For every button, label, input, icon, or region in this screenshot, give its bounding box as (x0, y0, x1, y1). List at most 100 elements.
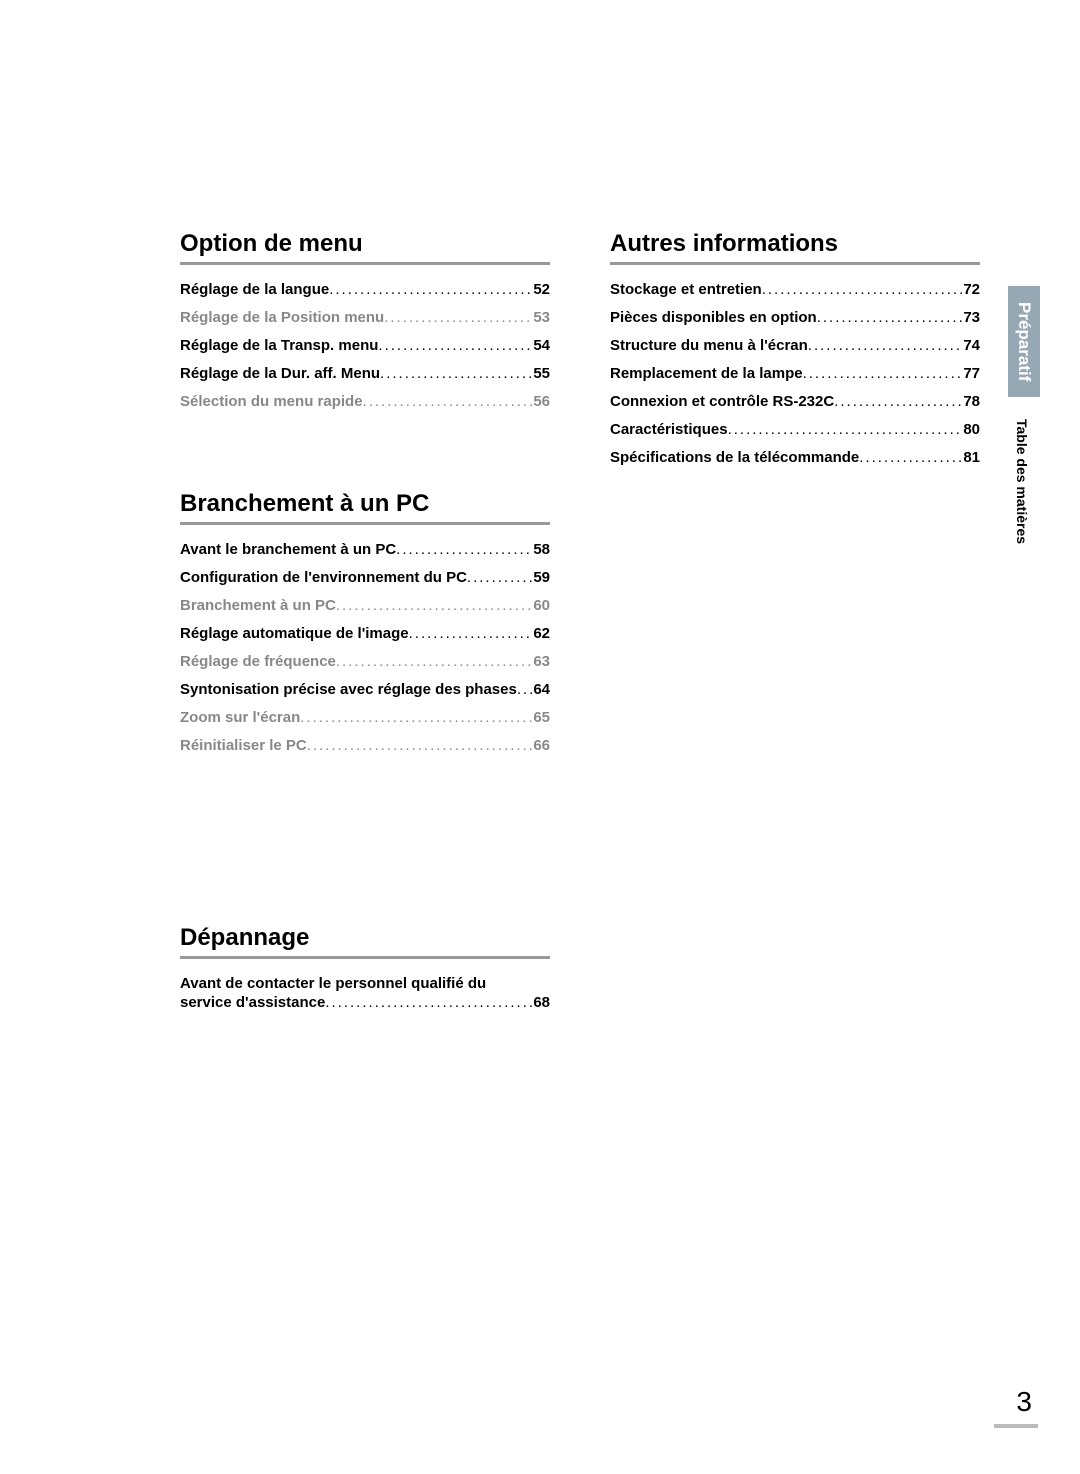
toc-row: Remplacement de la lampe 77 (610, 365, 980, 382)
toc-dots (728, 421, 964, 438)
toc-page: 59 (533, 569, 550, 586)
toc-dots (803, 365, 964, 382)
section-title: Branchement à un PC (180, 490, 550, 525)
toc-page: 56 (533, 393, 550, 410)
toc-row: Structure du menu à l'écran 74 (610, 337, 980, 354)
toc-page: 81 (963, 449, 980, 466)
toc-dots (859, 449, 963, 466)
toc-row: Réglage automatique de l'image 62 (180, 625, 550, 642)
toc-dots (517, 681, 534, 698)
toc-row: Avant le branchement à un PC 58 (180, 541, 550, 558)
toc-label: Sélection du menu rapide (180, 393, 363, 410)
toc-page: 52 (533, 281, 550, 298)
section-title: Option de menu (180, 230, 550, 265)
toc-section: Autres informations Stockage et entretien… (610, 230, 980, 466)
toc-label: Structure du menu à l'écran (610, 337, 808, 354)
toc-row: Caractéristiques 80 (610, 421, 980, 438)
toc-label: Connexion et contrôle RS-232C (610, 393, 834, 410)
toc-label: Réglage de la Transp. menu (180, 337, 378, 354)
toc-dots (409, 625, 534, 642)
toc-page: 73 (963, 309, 980, 326)
toc-label: service d'assistance (180, 994, 325, 1011)
toc-page: 72 (963, 281, 980, 298)
toc-dots (307, 737, 534, 754)
toc-label: Pièces disponibles en option (610, 309, 817, 326)
toc-row: Sélection du menu rapide 56 (180, 393, 550, 410)
toc-label: Réglage de fréquence (180, 653, 336, 670)
toc-page: 78 (963, 393, 980, 410)
toc-dots (380, 365, 533, 382)
toc-row: Connexion et contrôle RS-232C 78 (610, 393, 980, 410)
toc-row: Syntonisation précise avec réglage des p… (180, 681, 550, 698)
toc-label: Configuration de l'environnement du PC (180, 569, 467, 586)
toc-page: 68 (533, 994, 550, 1011)
toc-label: Réglage automatique de l'image (180, 625, 409, 642)
toc-row: Configuration de l'environnement du PC 59 (180, 569, 550, 586)
toc-page: 58 (533, 541, 550, 558)
toc-label: Réinitialiser le PC (180, 737, 307, 754)
toc-row: Pièces disponibles en option 73 (610, 309, 980, 326)
toc-row: Réinitialiser le PC 66 (180, 737, 550, 754)
toc-label: Réglage de la langue (180, 281, 329, 298)
toc-page: 54 (533, 337, 550, 354)
toc-row: service d'assistance 68 (180, 994, 550, 1011)
side-tabs: Préparatif Table des matières (1008, 286, 1044, 566)
toc-page: 64 (533, 681, 550, 698)
toc-dots (336, 653, 533, 670)
toc-dots (325, 994, 533, 1011)
toc-section: Dépannage Avant de contacter le personnel… (180, 924, 550, 1011)
toc-page: 53 (533, 309, 550, 326)
toc-page: 66 (533, 737, 550, 754)
toc-label: Avant de contacter le personnel qualifié… (180, 975, 486, 992)
toc-label: Syntonisation précise avec réglage des p… (180, 681, 517, 698)
toc-dots (817, 309, 964, 326)
toc-label: Caractéristiques (610, 421, 728, 438)
toc-dots (467, 569, 533, 586)
toc-section: Option de menuRéglage de la langue52Régl… (180, 230, 550, 410)
toc-label: Branchement à un PC (180, 597, 336, 614)
toc-dots (300, 709, 533, 726)
toc-dots (396, 541, 533, 558)
toc-label: Stockage et entretien (610, 281, 762, 298)
toc-page: 74 (963, 337, 980, 354)
toc-row: Avant de contacter le personnel qualifié… (180, 975, 550, 992)
toc-row: Zoom sur l'écran 65 (180, 709, 550, 726)
toc-dots (329, 281, 533, 298)
toc-label: Zoom sur l'écran (180, 709, 300, 726)
toc-page: 77 (963, 365, 980, 382)
section-title: Autres informations (610, 230, 980, 265)
toc-dots (378, 337, 533, 354)
toc-page: 62 (533, 625, 550, 642)
toc-row: Stockage et entretien 72 (610, 281, 980, 298)
toc-label: Réglage de la Dur. aff. Menu (180, 365, 380, 382)
left-column: Option de menuRéglage de la langue52Régl… (180, 230, 550, 1091)
toc-dots (384, 309, 533, 326)
toc-row: Réglage de la Transp. menu 54 (180, 337, 550, 354)
toc-label: Avant le branchement à un PC (180, 541, 396, 558)
toc-label: Spécifications de la télécommande (610, 449, 859, 466)
page-underline (994, 1424, 1038, 1428)
toc-page: 65 (533, 709, 550, 726)
toc-dots (834, 393, 963, 410)
toc-page: 63 (533, 653, 550, 670)
toc-row: Réglage de la Position menu53 (180, 309, 550, 326)
tab-table-des-matieres: Table des matières (1008, 403, 1036, 560)
toc-row: Réglage de la Dur. aff. Menu 55 (180, 365, 550, 382)
toc-page: 55 (533, 365, 550, 382)
toc-dots (808, 337, 964, 354)
section-title: Dépannage (180, 924, 550, 959)
toc-dots (336, 597, 533, 614)
toc-row: Réglage de fréquence 63 (180, 653, 550, 670)
toc-dots (363, 393, 534, 410)
toc-dots (762, 281, 964, 298)
tab-preparatif: Préparatif (1008, 286, 1040, 397)
right-column: Autres informations Stockage et entretien… (610, 230, 980, 1091)
toc-section: Branchement à un PC Avant le branchement … (180, 490, 550, 754)
toc-page: 60 (533, 597, 550, 614)
toc-page: 80 (963, 421, 980, 438)
page-number: 3 (1016, 1386, 1032, 1418)
toc-row: Branchement à un PC 60 (180, 597, 550, 614)
toc-label: Remplacement de la lampe (610, 365, 803, 382)
toc-row: Spécifications de la télécommande 81 (610, 449, 980, 466)
toc-row: Réglage de la langue 52 (180, 281, 550, 298)
